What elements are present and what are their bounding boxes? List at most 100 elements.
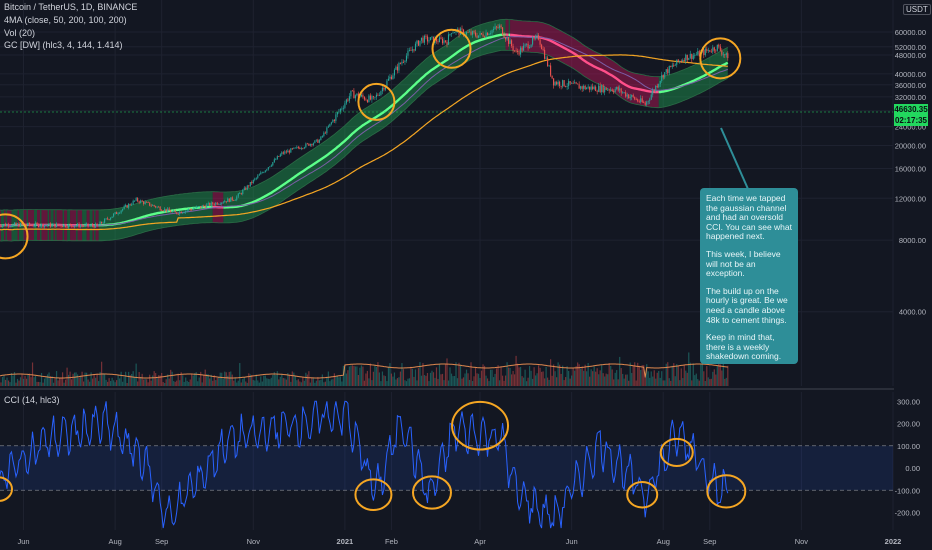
candle-body [429, 37, 432, 41]
volume-bar [456, 378, 459, 386]
candle-body [69, 224, 71, 226]
candle-body [146, 201, 148, 203]
volume-bar [626, 374, 628, 386]
candle-body [28, 223, 31, 225]
candle-body [527, 43, 529, 49]
volume-bar [30, 377, 32, 386]
candle-body [317, 139, 319, 143]
candle-body [374, 96, 376, 98]
candle-body [474, 32, 477, 36]
candle-body [692, 55, 694, 60]
volume-bar [634, 362, 636, 386]
currency-button[interactable]: USDT [903, 4, 931, 15]
candle-body [162, 210, 164, 212]
oversold-circle [706, 474, 747, 509]
candle-body [371, 96, 373, 100]
candle-body [341, 108, 343, 110]
candle-body [387, 78, 389, 81]
time-tick-label: Jun [17, 537, 29, 546]
candle-body [51, 224, 53, 227]
candle-body [592, 86, 594, 90]
candle-body [485, 32, 487, 38]
oversold-circle [0, 213, 29, 260]
volume-bar [377, 362, 379, 386]
candle-body [114, 212, 116, 214]
candle-body [520, 47, 522, 55]
volume-bar [95, 377, 97, 386]
volume-bar [306, 374, 308, 386]
volume-bar [221, 372, 223, 386]
volume-bar [27, 373, 29, 386]
volume-bar [550, 359, 552, 386]
candle-body [691, 53, 693, 60]
candle-body [333, 119, 335, 121]
volume-bar [224, 371, 226, 386]
volume-bar [189, 379, 191, 386]
volume-bar [477, 373, 480, 386]
volume-bar [89, 381, 91, 386]
candle-body [48, 223, 50, 226]
candle-body [53, 223, 55, 225]
candle-body [697, 51, 699, 55]
volume-bar [501, 375, 504, 386]
candle-body [662, 74, 664, 78]
volume-bar [216, 377, 218, 386]
candle-body [480, 33, 483, 35]
volume-bar [423, 375, 426, 386]
volume-bar [628, 380, 630, 386]
volume-bar [6, 377, 8, 386]
candle-body [494, 26, 496, 29]
candle-body [505, 37, 507, 40]
candle-body [320, 136, 322, 141]
candle-body [185, 210, 187, 213]
candle-body [562, 80, 564, 87]
volume-bar [700, 363, 702, 386]
volume-bar [572, 367, 574, 386]
volume-bar [321, 374, 323, 386]
volume-bar [293, 372, 295, 386]
volume-bar [716, 365, 718, 386]
candle-body [25, 225, 28, 226]
time-tick-label: Sep [155, 537, 168, 546]
volume-bar [447, 380, 450, 386]
volume-bar [312, 377, 314, 386]
candle-body [81, 225, 83, 227]
candle-body [147, 202, 149, 203]
candle-body [224, 201, 226, 203]
volume-bar [45, 376, 47, 386]
candle-body [338, 111, 340, 113]
time-tick-label: Jun [566, 537, 578, 546]
candle-body [437, 41, 439, 43]
volume-bar [450, 373, 453, 386]
candle-body [213, 204, 215, 205]
volume-bar [40, 372, 43, 386]
candle-body [305, 143, 307, 148]
candle-body [524, 44, 526, 46]
candle-body [640, 98, 642, 102]
volume-bar [692, 363, 694, 386]
candle-body [104, 219, 106, 223]
candle-body [90, 224, 92, 226]
candle-body [399, 63, 401, 64]
candle-body [60, 225, 62, 227]
candle-body [483, 36, 486, 38]
volume-bar [251, 375, 253, 386]
candle-body [542, 49, 544, 50]
candle-body [503, 34, 505, 38]
time-tick-label: Aug [657, 537, 670, 546]
candle-body [441, 38, 444, 44]
candle-body [293, 147, 295, 149]
volume-bar [721, 370, 723, 386]
volume-bar [646, 364, 648, 386]
callout-paragraph: Keep in mind that, there is a weekly sha… [706, 332, 782, 362]
volume-bar [348, 366, 350, 386]
candle-body [111, 216, 113, 218]
volume-bar [446, 358, 448, 386]
volume-bar [616, 370, 618, 386]
candle-body [113, 213, 115, 217]
candle-body [95, 223, 97, 228]
candle-body [404, 60, 406, 62]
volume-bar [13, 371, 16, 386]
candle-body [673, 65, 675, 67]
